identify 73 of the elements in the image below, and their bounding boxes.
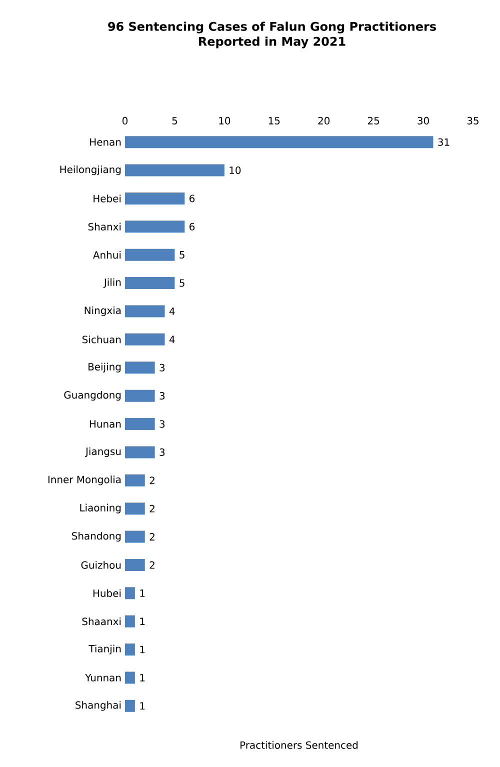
- data-label: 1: [140, 646, 145, 654]
- bar: [125, 277, 175, 290]
- data-label: 3: [160, 420, 165, 428]
- data-label: 1: [140, 674, 145, 682]
- bar: [125, 362, 155, 374]
- bar: [125, 192, 185, 204]
- y-tick-label: Shanghai: [76, 701, 121, 711]
- data-label: 3: [160, 364, 165, 372]
- data-label: 4: [169, 308, 175, 315]
- data-label: 1: [140, 590, 145, 597]
- data-label: 6: [190, 194, 195, 202]
- y-tick-label: Henan: [90, 138, 121, 146]
- data-label: 1: [140, 702, 145, 710]
- data-label: 5: [180, 251, 184, 259]
- data-label: 6: [190, 222, 195, 230]
- x-tick-label: 5: [172, 117, 178, 124]
- y-tick-label: Anhui: [93, 250, 121, 259]
- y-tick-label: Shandong: [72, 532, 121, 542]
- y-tick-label: Sichuan: [82, 336, 121, 344]
- data-label: 5: [180, 279, 184, 287]
- data-label: 2: [150, 476, 154, 484]
- bar: [125, 644, 135, 656]
- y-tick-label: Guizhou: [81, 561, 121, 569]
- y-tick-label: Guangdong: [64, 390, 121, 401]
- bar: [125, 587, 135, 600]
- data-label: 3: [160, 448, 165, 456]
- chart-title: 96 Sentencing Cases of Falun Gong Practitioners Reported in May 2021: [108, 22, 436, 48]
- y-tick-label: Hunan: [90, 420, 121, 428]
- y-tick-label: Tianjin: [88, 644, 121, 654]
- bar: [125, 672, 135, 684]
- y-tick-label: Shaanxi: [82, 617, 121, 626]
- data-label: 2: [150, 561, 154, 569]
- x-tick-label: 10: [219, 116, 230, 124]
- bar: [125, 502, 145, 515]
- x-tick-label: 25: [368, 116, 380, 124]
- data-label: 3: [160, 392, 165, 400]
- y-tick-label: Beijing: [88, 362, 121, 372]
- y-tick-label: Shanxi: [88, 222, 121, 231]
- bar: [125, 446, 155, 458]
- bar: [125, 390, 155, 402]
- data-label: 1: [140, 618, 145, 625]
- y-tick-label: Ningxia: [84, 306, 121, 316]
- bar: [125, 530, 145, 543]
- y-tick-label: Hubei: [93, 589, 121, 598]
- bar: [125, 558, 145, 571]
- y-tick-label: Liaoning: [80, 504, 121, 514]
- bar: [125, 220, 185, 233]
- x-axis-title: Practitioners Sentenced: [240, 741, 358, 749]
- data-label: 2: [150, 504, 154, 512]
- y-tick-label: Heilongjiang: [60, 165, 121, 176]
- bar: [125, 474, 145, 486]
- bar: [125, 615, 135, 628]
- x-tick-label: 35: [467, 116, 478, 124]
- y-tick-label: Hebei: [94, 194, 121, 202]
- bar: [125, 164, 224, 176]
- data-label: 4: [169, 336, 175, 344]
- bar: [125, 700, 135, 712]
- data-label: 2: [150, 533, 154, 540]
- y-tick-label: Jiangsu: [85, 447, 121, 458]
- y-tick-label: Inner Mongolia: [48, 476, 121, 486]
- bar: [125, 305, 165, 318]
- bar: [125, 333, 165, 346]
- y-tick-label: Yunnan: [85, 674, 121, 682]
- bar: [125, 418, 155, 430]
- x-tick-label: 20: [318, 116, 330, 124]
- data-label: 31: [438, 138, 450, 146]
- y-tick-label: Jilin: [103, 278, 121, 288]
- bar: [125, 136, 434, 148]
- x-tick-label: 0: [122, 116, 128, 124]
- x-tick-label: 30: [418, 116, 429, 124]
- data-label: 10: [230, 166, 241, 174]
- x-tick-label: 15: [268, 117, 280, 124]
- bar: [125, 248, 175, 261]
